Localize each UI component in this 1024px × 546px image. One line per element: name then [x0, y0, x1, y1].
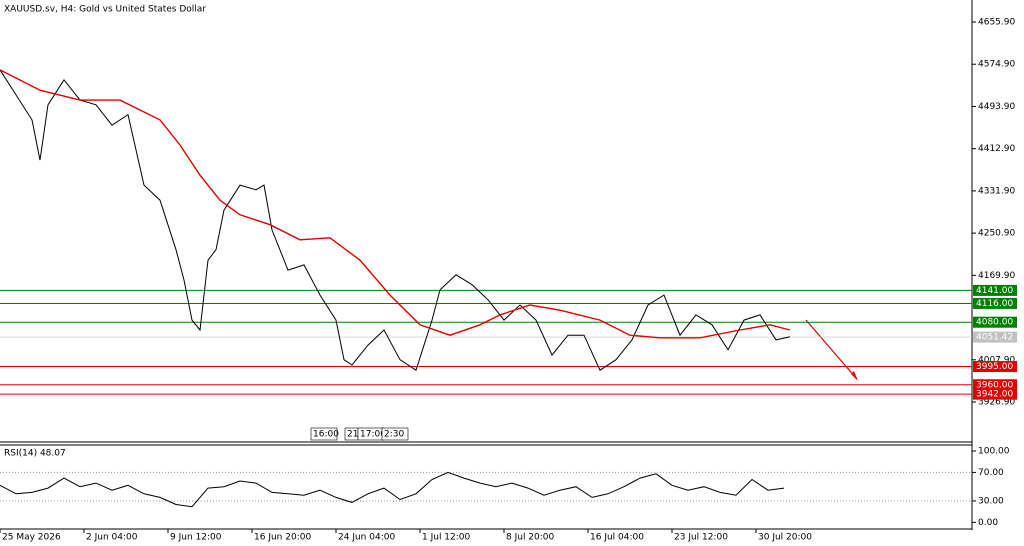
series-line: [0, 69, 791, 371]
level-box: [973, 284, 1017, 296]
y-tick-label: 4331.90: [978, 186, 1015, 196]
series-line: [0, 69, 791, 339]
level-label: 3995.00: [976, 362, 1013, 372]
level-box: [973, 316, 1017, 328]
level-box: [973, 388, 1017, 400]
y-tick-label: 30.00: [978, 496, 1004, 506]
y-tick-label: 0.00: [978, 518, 998, 528]
y-tick-label: 4007.90: [978, 355, 1015, 365]
level-label: 4116.00: [976, 299, 1013, 309]
crosshair-label: 16:00: [313, 430, 339, 440]
crosshair-label: 2:30: [384, 430, 404, 440]
level-label: 3960.00: [976, 380, 1013, 390]
current-price-box: [973, 331, 1017, 343]
y-tick-label: 4169.90: [978, 271, 1015, 281]
crosshair-label: 21: [347, 430, 358, 440]
x-tick-label: 1 Jul 12:00: [422, 533, 471, 543]
x-tick-label: 16 Jun 20:00: [254, 533, 311, 543]
level-label: 4080.00: [976, 318, 1013, 328]
y-tick-label: 70.00: [978, 468, 1004, 478]
x-tick-label: 23 Jul 12:00: [674, 533, 728, 543]
y-tick-label: 4412.90: [978, 144, 1015, 154]
x-tick-label: 9 Jun 12:00: [170, 533, 222, 543]
y-tick-label: 4574.90: [978, 60, 1015, 70]
level-box: [973, 379, 1017, 391]
rsi-title: RSI(14) 48.07: [4, 449, 66, 459]
current-price-label: 4051.42: [976, 333, 1013, 343]
x-tick-label: 2 Jun 04:00: [86, 533, 138, 543]
crosshair-box: [310, 427, 338, 441]
y-tick-label: 3926.90: [978, 398, 1015, 408]
x-tick-label: 16 Jul 04:00: [590, 533, 644, 543]
level-box: [973, 361, 1017, 373]
y-tick-label: 100.00: [978, 446, 1010, 456]
x-tick-label: 30 Jul 20:00: [758, 533, 812, 543]
y-tick-label: 4655.90: [978, 17, 1015, 27]
x-tick-label: 25 May 2026: [2, 533, 61, 543]
y-tick-label: 4250.90: [978, 229, 1015, 239]
forecast-arrow: [805, 319, 857, 379]
chart-title: XAUUSD.sv, H4: Gold vs United States Dol…: [4, 5, 206, 15]
forecast-arrowhead: [851, 371, 858, 381]
y-tick-label: 4493.90: [978, 102, 1015, 112]
x-tick-label: 24 Jun 04:00: [338, 533, 395, 543]
crosshair-label: 17:00: [360, 430, 386, 440]
x-tick-label: 8 Jul 20:00: [506, 533, 555, 543]
series-line: [0, 471, 785, 508]
crosshair-box: [381, 427, 409, 441]
level-box: [973, 297, 1017, 309]
level-label: 3942.00: [976, 390, 1013, 400]
level-label: 4141.00: [976, 286, 1013, 296]
